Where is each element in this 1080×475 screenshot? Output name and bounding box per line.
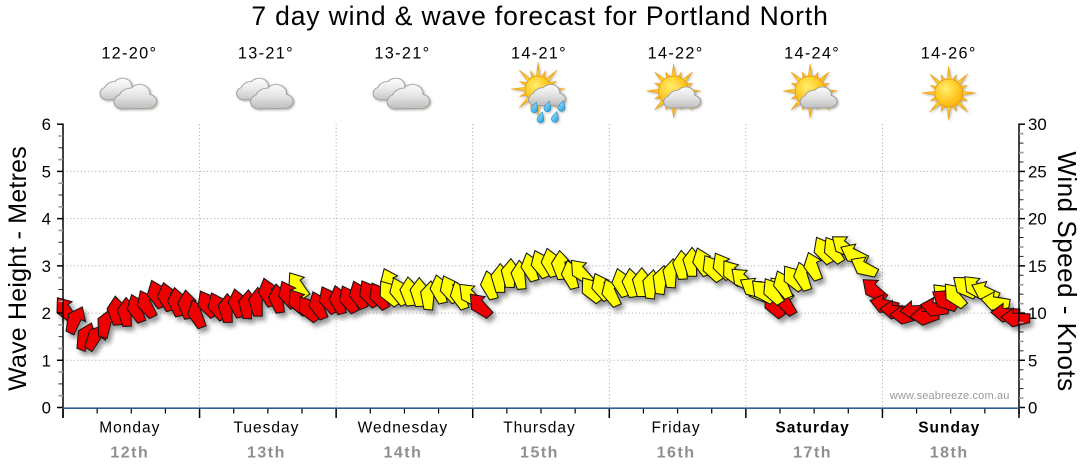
svg-text:13-21°: 13-21°	[374, 45, 430, 63]
svg-text:13th: 13th	[247, 445, 286, 462]
svg-text:Wave Height - Metres: Wave Height - Metres	[4, 146, 32, 391]
svg-text:3: 3	[42, 257, 51, 276]
svg-text:Tuesday: Tuesday	[233, 420, 299, 437]
svg-text:Wind Speed - Knots: Wind Speed - Knots	[1052, 151, 1080, 391]
svg-text:14th: 14th	[383, 445, 422, 462]
svg-text:Sunday: Sunday	[918, 420, 980, 437]
svg-text:5: 5	[42, 162, 51, 181]
svg-text:0: 0	[1028, 399, 1037, 418]
svg-text:10: 10	[1028, 304, 1047, 323]
svg-text:Wednesday: Wednesday	[358, 420, 449, 437]
svg-text:6: 6	[42, 115, 51, 134]
svg-text:16th: 16th	[657, 445, 696, 462]
svg-text:Thursday: Thursday	[503, 420, 576, 437]
svg-text:12th: 12th	[110, 445, 149, 462]
svg-text:0: 0	[42, 399, 51, 418]
svg-text:14-26°: 14-26°	[921, 45, 977, 63]
svg-text:15th: 15th	[520, 445, 559, 462]
svg-text:Saturday: Saturday	[775, 420, 849, 437]
svg-text:14-24°: 14-24°	[784, 45, 840, 63]
svg-text:5: 5	[1028, 351, 1037, 370]
svg-text:1: 1	[42, 351, 51, 370]
svg-text:12-20°: 12-20°	[101, 45, 157, 63]
svg-text:2: 2	[42, 304, 51, 323]
svg-text:14-21°: 14-21°	[511, 45, 567, 63]
svg-text:7 day wind & wave forecast for: 7 day wind & wave forecast for Portland …	[251, 1, 828, 31]
svg-text:20: 20	[1028, 210, 1047, 229]
svg-text:17th: 17th	[793, 445, 832, 462]
svg-text:13-21°: 13-21°	[238, 45, 294, 63]
svg-text:www.seabreeze.com.au: www.seabreeze.com.au	[889, 390, 1010, 402]
svg-text:4: 4	[42, 210, 51, 229]
svg-text:18th: 18th	[930, 445, 969, 462]
svg-text:25: 25	[1028, 162, 1047, 181]
svg-text:Friday: Friday	[652, 420, 701, 437]
svg-text:30: 30	[1028, 115, 1047, 134]
svg-text:15: 15	[1028, 257, 1047, 276]
svg-text:14-22°: 14-22°	[648, 45, 704, 63]
svg-text:Monday: Monday	[99, 420, 160, 437]
